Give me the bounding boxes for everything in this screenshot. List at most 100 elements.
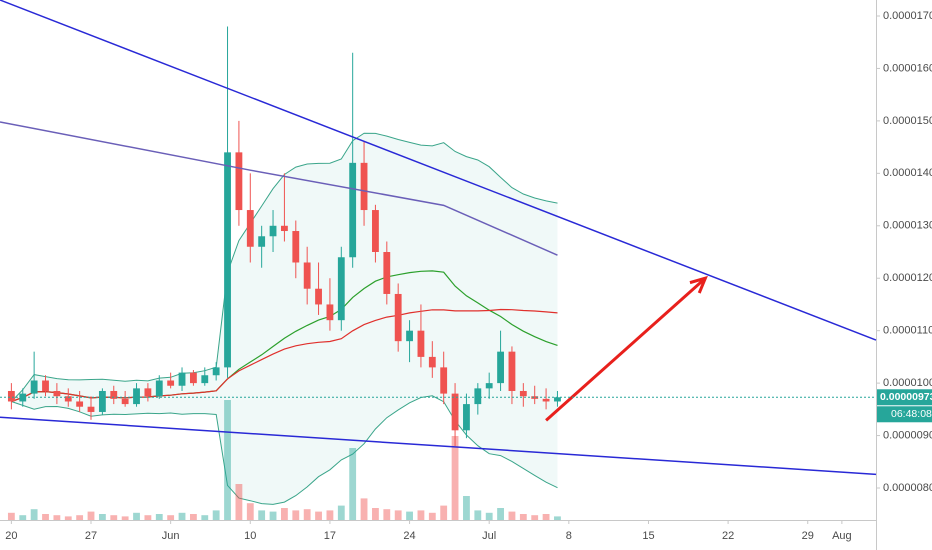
candle-body [554,397,561,402]
volume-bar [417,510,425,520]
volume-bar [7,512,15,520]
candle-body [178,372,186,386]
volume-bar [98,514,106,520]
volume-bar [440,505,448,520]
candle-body [42,380,49,391]
candle-body [531,396,539,399]
candle-body [451,393,459,431]
x-tick-label: 22 [722,530,734,542]
volume-bar [155,514,163,520]
volume-bar [76,515,84,520]
x-tick-label: Aug [832,530,852,542]
candle-body [110,390,118,399]
candle-body [519,390,527,397]
candle-body [235,152,243,211]
candle-body [121,398,129,405]
candle-body [337,257,345,321]
volume-bar [508,511,516,520]
last-price-label: 0.00000973 [880,391,932,403]
trend-line [0,121,558,256]
x-tick-label: 24 [403,530,415,542]
candle-body [155,380,163,397]
candle-body [406,330,413,342]
candle-body [76,401,84,407]
candle-body [428,356,436,368]
candle-body [440,367,448,394]
volume-bar [258,510,266,520]
x-tick-label: 29 [802,530,814,542]
volume-bar [372,508,379,520]
volume-bar [474,510,482,520]
candle-body [212,367,220,376]
candle-body [53,390,61,397]
candle-body [7,390,15,402]
candle-body [508,351,516,391]
candle-body [201,375,209,384]
candle-body [98,390,106,412]
candle-body [144,388,152,397]
volume-bar [144,515,152,520]
candle-body [87,406,95,412]
candle-body [383,252,391,294]
volume-bar [485,512,493,520]
volume-bar [87,511,95,520]
volume-bar [235,484,243,520]
x-tick-label: 10 [244,530,256,542]
candle-body [326,304,334,321]
volume-bar [326,510,334,520]
candle-body [360,162,368,211]
volume-bar [201,515,209,520]
candle-body [133,388,140,405]
candle-body [189,372,197,384]
volume-bar [428,512,436,520]
candle-body [497,351,504,384]
x-tick-label: 8 [566,530,572,542]
candle-body [167,380,175,386]
x-tick-label: 15 [642,530,654,542]
volume-bar [531,515,539,520]
x-tick-label: Jul [482,530,496,542]
volume-bar [19,515,27,520]
candle-body [224,152,231,368]
volume-bar [269,511,277,520]
volume-bar [53,515,61,520]
last-price-box [877,389,932,406]
volume-bar [315,511,322,520]
x-tick-label: 20 [5,530,17,542]
candle-body [485,383,493,389]
candle-body [474,388,482,405]
volume-bar [110,515,118,520]
candle-body [19,393,27,402]
volume-bar [224,400,231,520]
volume-bar [64,516,72,520]
candle-body [394,293,402,342]
candle-body [269,225,277,237]
candle-body [258,236,266,247]
volume-bar [360,498,368,520]
candle-body [303,262,311,289]
volume-bar [383,509,391,520]
candle-body [372,210,379,253]
volume-bar [394,510,402,520]
plot-area [0,0,877,520]
trend-line [0,0,877,341]
volume-bar [167,515,175,520]
volume-bar [451,436,459,520]
volume-bar [337,505,345,520]
volume-bar [303,509,311,520]
volume-bar [30,509,38,520]
x-tick-label: Jun [162,530,180,542]
bollinger-fill [11,133,558,505]
y-tick-label: 0.00001700 [883,10,932,22]
trend-line [0,416,877,476]
candle-body [542,398,550,402]
volume-bar [406,511,413,520]
